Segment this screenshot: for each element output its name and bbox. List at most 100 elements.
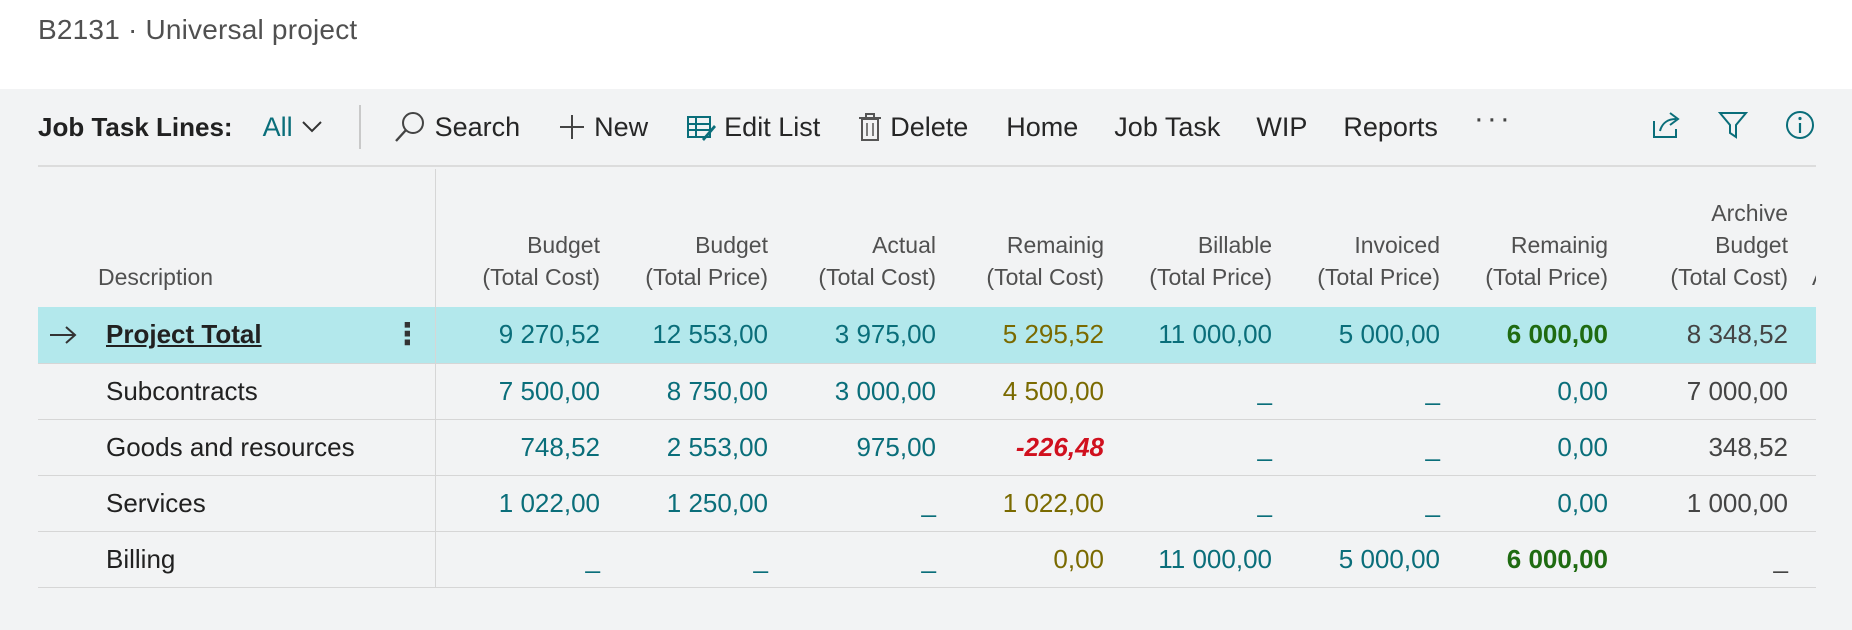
search-button[interactable]: Search (393, 110, 521, 144)
cell-actual-cost[interactable]: 3 000,00 (780, 363, 948, 420)
cell-actual-cost[interactable]: _ (780, 531, 948, 588)
page-header: B2131 · Universal project (0, 0, 1852, 89)
row-description-cell[interactable]: Subcontracts (38, 363, 380, 420)
cell-budget-cost[interactable]: 748,52 (435, 419, 612, 476)
row-description: Services (106, 487, 206, 518)
cell-budget-cost[interactable]: 9 270,52 (435, 307, 612, 364)
page-title: B2131 · Universal project (38, 14, 358, 45)
job-task-lines-grid: Description Budget (Total Cost) Budget (To… (38, 169, 1816, 589)
job-task-menu[interactable]: Job Task (1114, 111, 1221, 142)
col-header-billable-total-price[interactable]: Billable (Total Price) (1116, 169, 1284, 307)
cell-actual-cost[interactable]: _ (780, 475, 948, 532)
table-row[interactable]: Subcontracts 7 500,00 8 750,00 3 000,00 … (38, 363, 1816, 420)
header-line: Budget (1715, 232, 1788, 258)
cell-remaining-cost[interactable]: 1 022,00 (948, 475, 1116, 532)
cell-remaining-cost[interactable]: 0,00 (948, 531, 1116, 588)
table-row[interactable]: Services 1 022,00 1 250,00 _ 1 022,00 _ … (38, 475, 1816, 532)
trash-icon (859, 113, 882, 141)
cell-remaining-cost[interactable]: 4 500,00 (948, 363, 1116, 420)
header-line: Billable (1197, 232, 1272, 258)
cell-budget-price[interactable]: 12 553,00 (612, 307, 780, 364)
cell-remaining-cost[interactable]: -226,48 (948, 419, 1116, 476)
filter-button[interactable] (1718, 109, 1748, 141)
toolbar-divider (358, 105, 361, 149)
header-line: (Total Price) (1485, 264, 1608, 290)
cell-remaining-cost[interactable]: 5 295,52 (948, 307, 1116, 364)
cell-budget-cost[interactable]: 1 022,00 (435, 475, 612, 532)
reports-menu[interactable]: Reports (1343, 111, 1438, 142)
table-row[interactable]: Goods and resources 748,52 2 553,00 975,… (38, 419, 1816, 476)
wip-menu[interactable]: WIP (1256, 111, 1308, 142)
cell-partial (1800, 531, 1816, 588)
view-filter-select[interactable]: All (263, 112, 323, 143)
more-options-button[interactable]: ··· (1473, 102, 1513, 135)
table-row[interactable]: Project Total ⋮ 9 270,52 12 553,00 3 975… (38, 307, 1816, 364)
cell-remaining-price[interactable]: 0,00 (1452, 419, 1620, 476)
cell-budget-price[interactable]: 8 750,00 (612, 363, 780, 420)
cell-remaining-price[interactable]: 0,00 (1452, 475, 1620, 532)
row-description-cell[interactable]: Project Total (38, 307, 380, 364)
cell-billable-price[interactable]: _ (1116, 363, 1284, 420)
header-line: Invoiced (1354, 232, 1440, 258)
row-description-cell[interactable]: Services (38, 475, 380, 532)
cell-archive-budget-cost[interactable]: _ (1620, 531, 1800, 588)
cell-invoiced-price[interactable]: 5 000,00 (1284, 307, 1452, 364)
search-label: Search (434, 111, 521, 142)
col-header-actual-total-cost[interactable]: Actual (Total Cost) (780, 169, 948, 307)
col-header-partial[interactable]: A (1800, 169, 1816, 307)
cell-invoiced-price[interactable]: _ (1284, 363, 1452, 420)
cell-invoiced-price[interactable]: _ (1284, 475, 1452, 532)
cell-budget-price[interactable]: _ (612, 531, 780, 588)
edit-list-button[interactable]: Edit List (686, 112, 820, 143)
cell-actual-cost[interactable]: 3 975,00 (780, 307, 948, 364)
row-description-cell[interactable]: Billing (38, 531, 380, 588)
cell-archive-budget-cost[interactable]: 8 348,52 (1620, 307, 1800, 364)
home-menu[interactable]: Home (1006, 111, 1079, 142)
table-row[interactable]: Billing _ _ _ 0,00 11 000,00 5 000,00 6 … (38, 531, 1816, 588)
more-vertical-icon[interactable]: ⋮ (392, 318, 423, 352)
row-description-cell[interactable]: Goods and resources (38, 419, 380, 476)
cell-archive-budget-cost[interactable]: 7 000,00 (1620, 363, 1800, 420)
row-actions-cell (380, 419, 436, 476)
col-header-remaining-total-price[interactable]: Remainig (Total Price) (1452, 169, 1620, 307)
cell-budget-cost[interactable]: _ (435, 531, 612, 588)
cell-budget-price[interactable]: 1 250,00 (612, 475, 780, 532)
cell-budget-price[interactable]: 2 553,00 (612, 419, 780, 476)
new-button[interactable]: New (558, 112, 648, 143)
filter-icon (1718, 112, 1748, 139)
cell-billable-price[interactable]: _ (1116, 419, 1284, 476)
share-icon (1653, 112, 1680, 138)
job-task-lines-part: Job Task Lines: All Search New Edit List… (0, 89, 1852, 630)
col-header-remaining-total-cost[interactable]: Remainig (Total Cost) (948, 169, 1116, 307)
info-button[interactable] (1784, 109, 1816, 141)
row-description[interactable]: Project Total (106, 319, 262, 350)
header-line: Archive (1711, 200, 1788, 226)
col-header-description[interactable]: Description (38, 169, 380, 307)
cell-archive-budget-cost[interactable]: 1 000,00 (1620, 475, 1800, 532)
lines-label: Job Task Lines: (38, 111, 233, 142)
cell-billable-price[interactable]: _ (1116, 475, 1284, 532)
header-line: (Total Cost) (818, 264, 936, 290)
header-line: (Total Price) (645, 264, 768, 290)
col-header-budget-total-price[interactable]: Budget (Total Price) (612, 169, 780, 307)
cell-remaining-price[interactable]: 6 000,00 (1452, 531, 1620, 588)
cell-actual-cost[interactable]: 975,00 (780, 419, 948, 476)
cell-invoiced-price[interactable]: 5 000,00 (1284, 531, 1452, 588)
header-line: Budget (695, 232, 768, 258)
row-actions-cell[interactable]: ⋮ (380, 307, 436, 364)
cell-invoiced-price[interactable]: _ (1284, 419, 1452, 476)
header-line: (Total Price) (1317, 264, 1440, 290)
cell-remaining-price[interactable]: 0,00 (1452, 363, 1620, 420)
cell-remaining-price[interactable]: 6 000,00 (1452, 307, 1620, 364)
col-header-budget-total-cost[interactable]: Budget (Total Cost) (435, 169, 612, 307)
header-line: Remainig (1510, 232, 1608, 258)
delete-button[interactable]: Delete (858, 112, 968, 143)
cell-budget-cost[interactable]: 7 500,00 (435, 363, 612, 420)
cell-billable-price[interactable]: 11 000,00 (1116, 531, 1284, 588)
col-header-invoiced-total-price[interactable]: Invoiced (Total Price) (1284, 169, 1452, 307)
col-header-archive-budget-total-cost[interactable]: Archive Budget (Total Cost) (1620, 169, 1800, 307)
share-button[interactable] (1650, 109, 1682, 141)
cell-billable-price[interactable]: 11 000,00 (1116, 307, 1284, 364)
cell-archive-budget-cost[interactable]: 348,52 (1620, 419, 1800, 476)
cell-partial (1800, 363, 1816, 420)
